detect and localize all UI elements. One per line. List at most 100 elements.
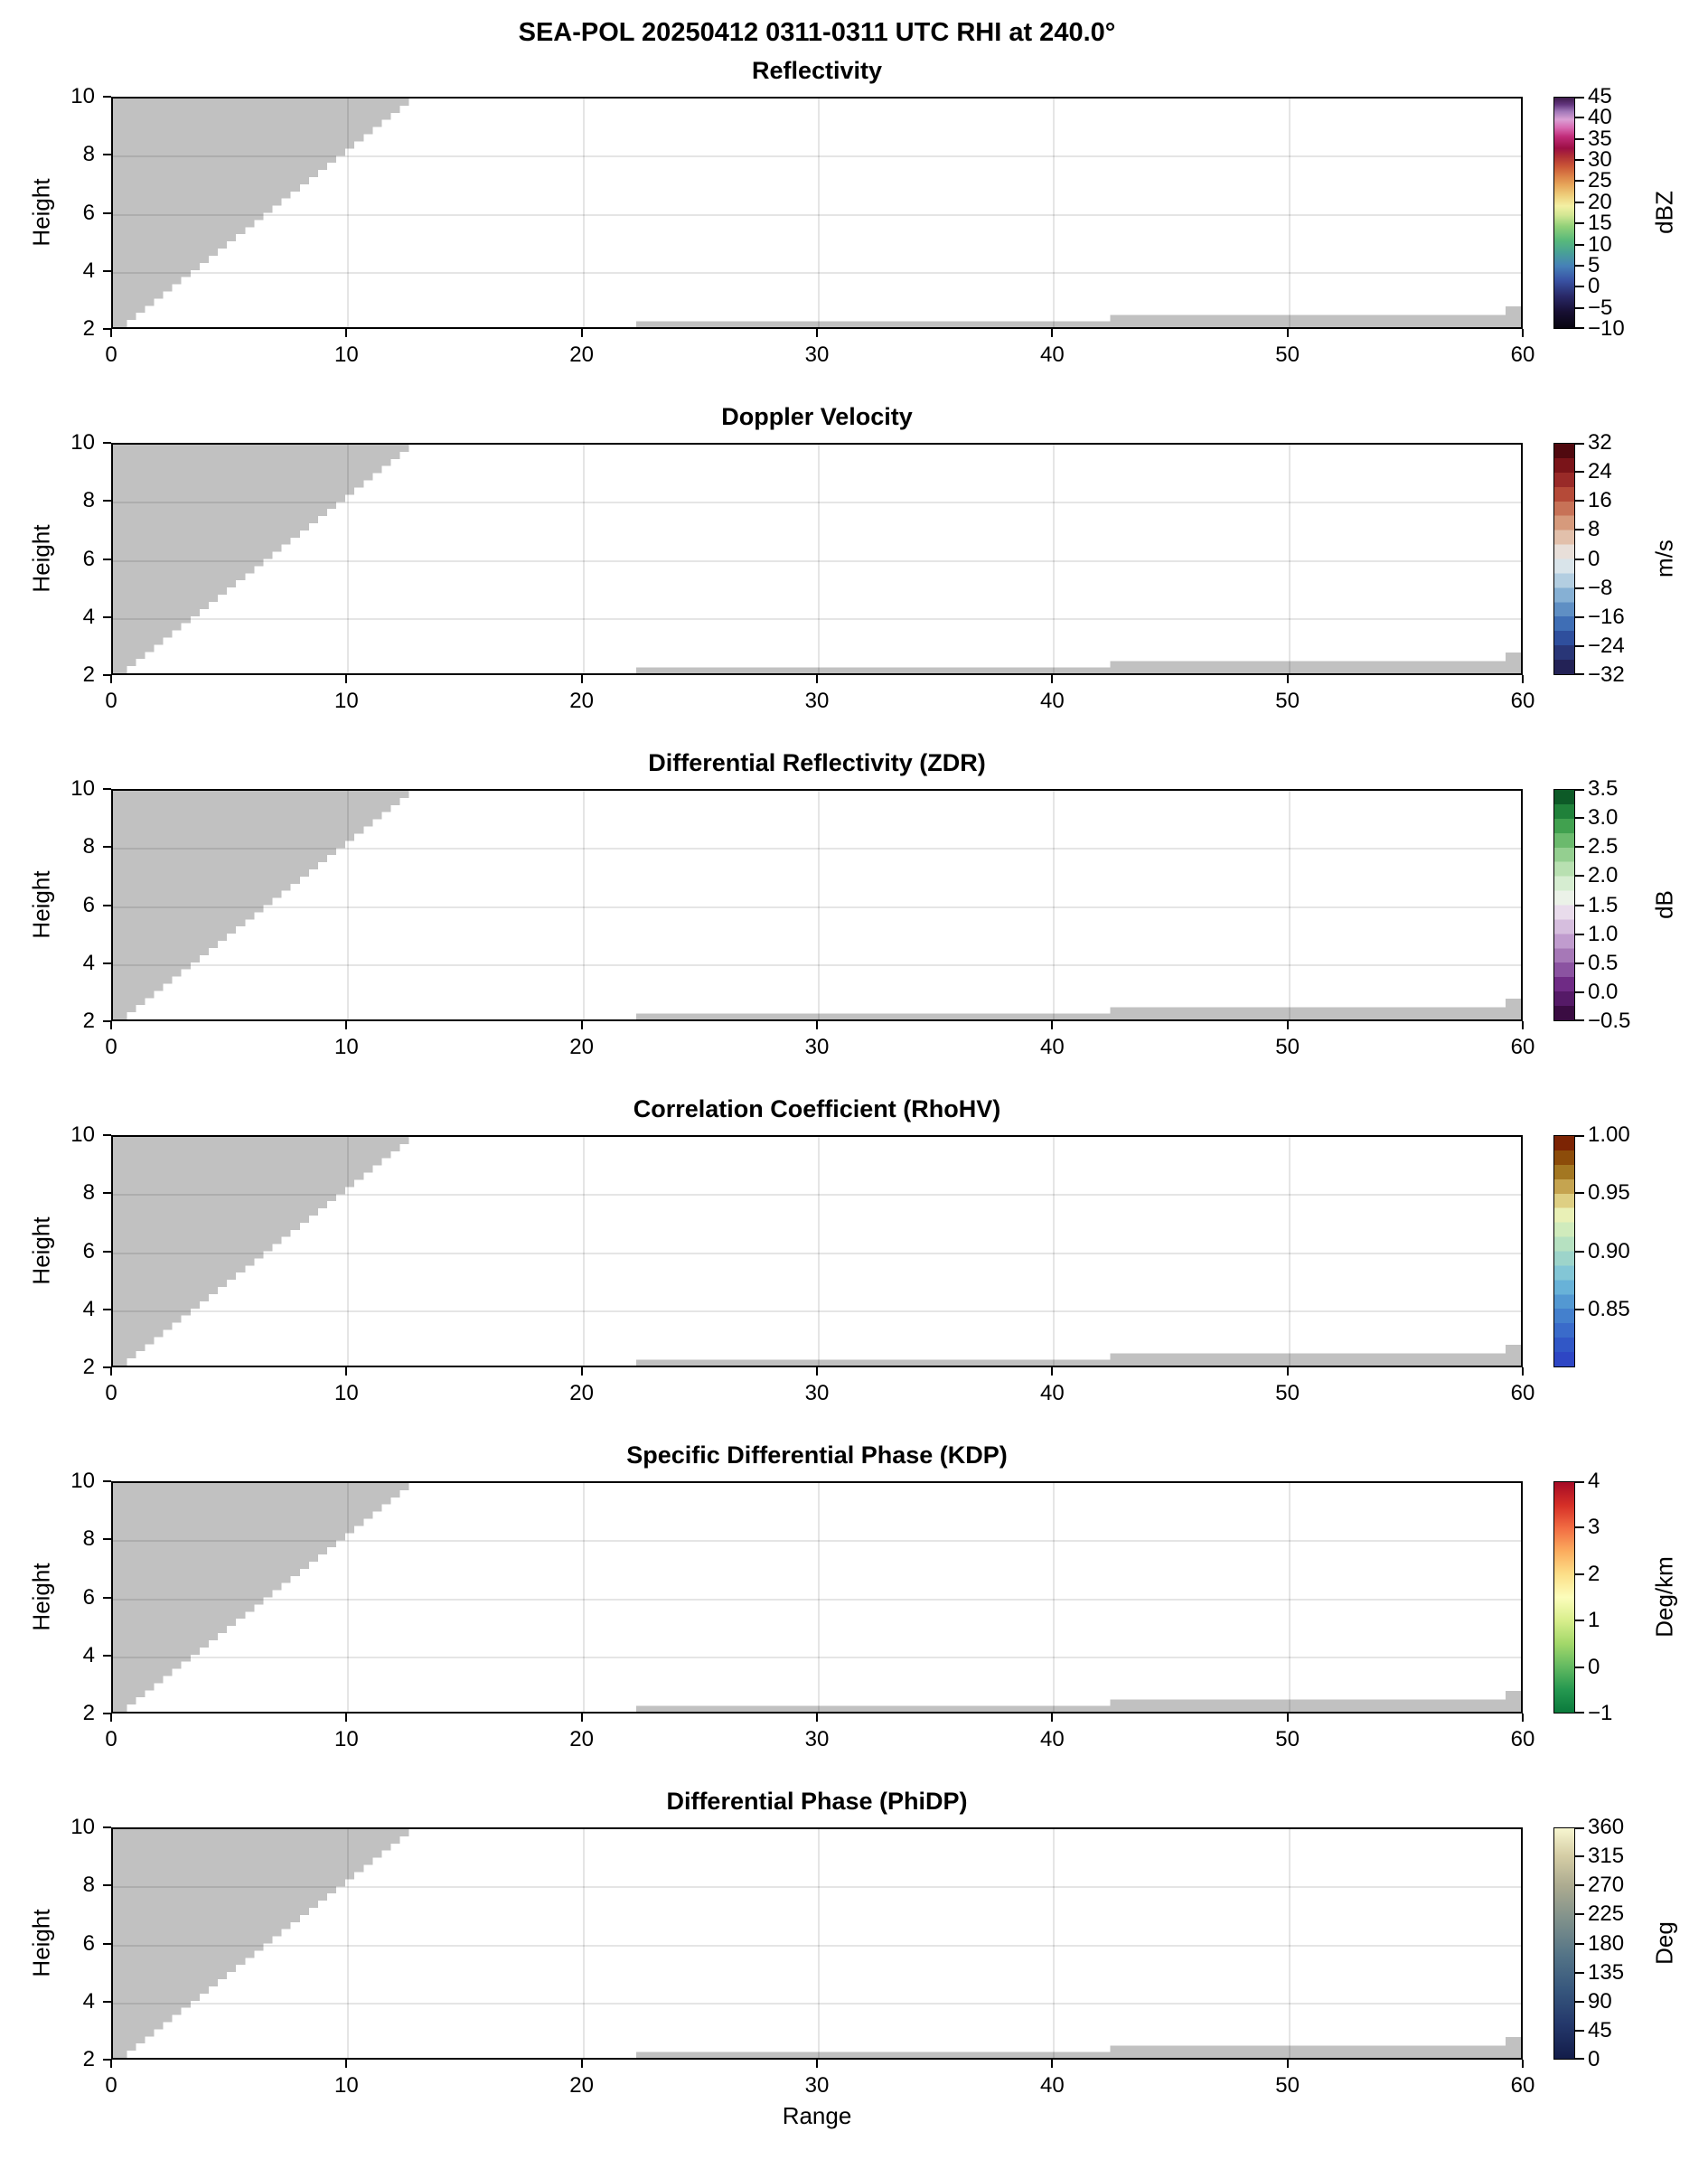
no-data-strip xyxy=(1506,999,1521,1019)
no-data-wedge xyxy=(113,1137,409,1366)
colorbar-tick-label: 0.5 xyxy=(1588,950,1619,975)
x-tick-label: 40 xyxy=(1039,1727,1065,1751)
colorbar-tick-label: 1.5 xyxy=(1588,892,1619,917)
x-tick-label: 30 xyxy=(804,2073,830,2098)
x-tick-label: 60 xyxy=(1510,689,1535,713)
x-tick-label: 10 xyxy=(333,689,359,713)
gridline xyxy=(818,1483,820,1712)
gridline xyxy=(1053,1829,1056,2058)
gridline xyxy=(113,502,1521,504)
gridline xyxy=(113,2002,1521,2005)
y-tick xyxy=(103,154,111,156)
colorbar-tick-label: 8 xyxy=(1588,517,1600,542)
colorbar-tick xyxy=(1575,222,1584,225)
x-tick xyxy=(1522,2060,1524,2068)
gridline xyxy=(818,1137,820,1366)
rhi-panel: Correlation Coefficient (RhoHV) Height 0… xyxy=(0,1095,1708,1405)
colorbar-tick xyxy=(1575,846,1584,849)
gridline xyxy=(582,445,585,673)
y-tick-label: 2 xyxy=(82,1009,95,1033)
x-tick-label: 30 xyxy=(804,689,830,713)
no-data-wedge xyxy=(113,445,409,673)
x-tick-label: 60 xyxy=(1510,1035,1535,1059)
x-tick xyxy=(1051,1714,1054,1722)
y-tick xyxy=(103,1480,111,1482)
colorbar-tick xyxy=(1575,1192,1584,1195)
gridline xyxy=(113,1194,1521,1197)
x-tick xyxy=(580,329,583,337)
colorbar-tick-label: 32 xyxy=(1588,430,1612,455)
gridline xyxy=(113,1540,1521,1543)
x-tick-label: 50 xyxy=(1275,343,1300,367)
no-data-wedge xyxy=(113,791,409,1019)
gridline xyxy=(1053,1483,1056,1712)
y-tick-label: 10 xyxy=(70,1469,95,1493)
plot-area xyxy=(111,443,1523,675)
x-tick xyxy=(345,1021,348,1029)
y-tick-label: 2 xyxy=(82,1355,95,1379)
gridline xyxy=(113,155,1521,158)
y-tick-label: 2 xyxy=(82,316,95,341)
y-tick-label: 8 xyxy=(82,488,95,513)
no-data-strip xyxy=(1110,1007,1521,1019)
colorbar-tick-label: 24 xyxy=(1588,459,1612,484)
radar-data-mesh xyxy=(113,1137,1521,1366)
colorbar-tick xyxy=(1575,904,1584,906)
gridline xyxy=(113,271,1521,274)
colorbar-tick xyxy=(1575,644,1584,647)
y-tick xyxy=(103,2059,111,2061)
radar-data-mesh xyxy=(113,99,1521,327)
colorbar-tick xyxy=(1575,159,1584,162)
y-tick xyxy=(103,846,111,849)
y-tick-label: 10 xyxy=(70,430,95,455)
x-tick-label: 20 xyxy=(569,1727,595,1751)
colorbar-tick-label: −0.5 xyxy=(1588,1009,1631,1033)
x-tick xyxy=(816,329,818,337)
colorbar-tick-label: 180 xyxy=(1588,1930,1625,1956)
plot-area xyxy=(111,1135,1523,1367)
gridline xyxy=(1288,1137,1290,1366)
gridline xyxy=(113,213,1521,216)
y-tick-label: 10 xyxy=(70,84,95,108)
x-tick xyxy=(1286,1021,1289,1029)
y-tick-label: 4 xyxy=(82,258,95,283)
x-tick xyxy=(1051,1367,1054,1376)
colorbar-tick xyxy=(1575,962,1584,964)
x-tick xyxy=(110,675,112,683)
x-tick xyxy=(580,1367,583,1376)
colorbar-tick xyxy=(1575,817,1584,820)
panel-title: Specific Differential Phase (KDP) xyxy=(626,1441,1008,1469)
y-tick-label: 6 xyxy=(82,546,95,571)
colorbar-unit-label: dBZ xyxy=(1650,191,1678,234)
gridline xyxy=(113,963,1521,966)
colorbar-tick xyxy=(1575,587,1584,589)
x-tick-label: 10 xyxy=(333,1727,359,1751)
x-tick-label: 0 xyxy=(105,689,117,713)
y-tick-label: 8 xyxy=(82,1873,95,1898)
colorbar-tick xyxy=(1575,1135,1584,1137)
no-data-wedge xyxy=(113,1483,409,1712)
colorbar-tick xyxy=(1575,201,1584,203)
x-tick-label: 50 xyxy=(1275,1381,1300,1405)
gridline xyxy=(113,906,1521,908)
x-tick-label: 30 xyxy=(804,1381,830,1405)
plot-area xyxy=(111,789,1523,1021)
panel-title: Doppler Velocity xyxy=(721,403,913,430)
colorbar-tick xyxy=(1575,933,1584,935)
x-tick-label: 10 xyxy=(333,1381,359,1405)
y-tick-label: 8 xyxy=(82,1180,95,1206)
radar-data-mesh xyxy=(113,1829,1521,2058)
no-data-strip xyxy=(1110,315,1521,327)
colorbar-tick-label: 0.0 xyxy=(1588,979,1619,1004)
colorbar-tick-label: −24 xyxy=(1588,633,1625,658)
no-data-wedge xyxy=(113,1829,409,2058)
colorbar-tick-label: 5 xyxy=(1588,252,1600,277)
x-tick-label: 60 xyxy=(1510,2073,1535,2098)
no-data-strip xyxy=(1110,1699,1521,1712)
y-tick xyxy=(103,1308,111,1310)
y-tick xyxy=(103,442,111,444)
y-tick-label: 2 xyxy=(82,2047,95,2071)
x-tick-label: 0 xyxy=(105,1727,117,1751)
x-tick xyxy=(1286,1367,1289,1376)
no-data-strip xyxy=(636,321,1111,327)
